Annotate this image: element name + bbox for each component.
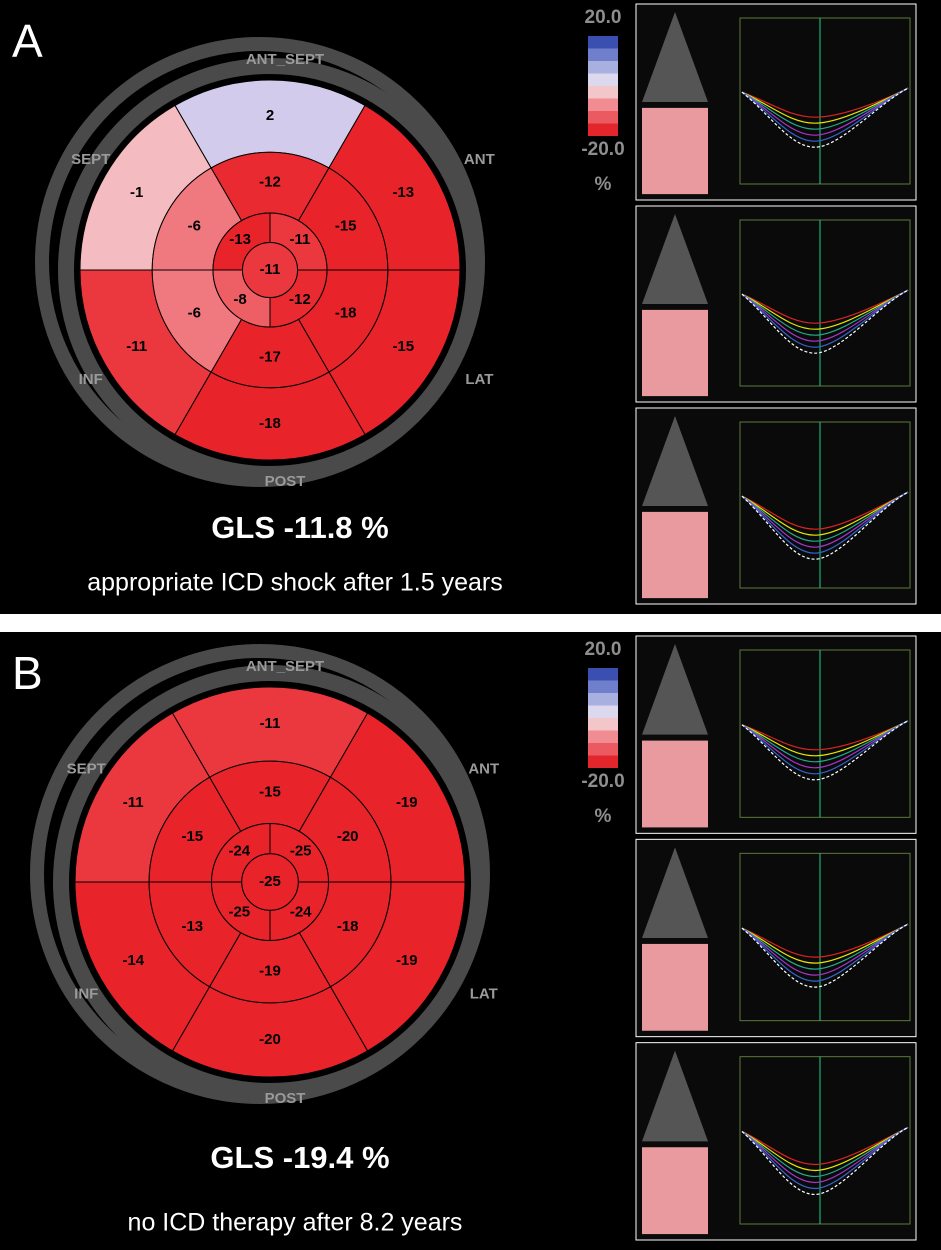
segment-value: -18: [337, 918, 359, 935]
scale-unit: %: [595, 806, 612, 827]
wall-label: LAT: [470, 985, 498, 1002]
scale-min: -20.0: [581, 139, 624, 160]
wall-label: ANT: [468, 760, 499, 777]
segment-value: -11: [123, 794, 144, 811]
segment-value: -11: [260, 261, 281, 278]
wall-label: ANT_SEPT: [246, 51, 324, 68]
segment-value: -19: [259, 963, 281, 980]
gls-value: GLS -19.4 %: [210, 1140, 389, 1175]
scale-bar: [588, 668, 618, 681]
scale-bar: [588, 706, 618, 719]
segment-value: -12: [259, 174, 281, 191]
scale-bar: [588, 49, 618, 62]
gls-value: GLS -11.8 %: [211, 510, 388, 545]
scale-min: -20.0: [581, 771, 624, 792]
scale-bar: [588, 681, 618, 694]
figure: 2-13-15-18-11-1-12-15-18-17-6-6-11-12-8-…: [0, 0, 941, 1250]
wall-label: ANT_SEPT: [246, 658, 324, 675]
caption: no ICD therapy after 8.2 years: [128, 1209, 463, 1237]
strain-map: [642, 944, 708, 1031]
segment-value: -13: [181, 918, 203, 935]
scale-max: 20.0: [585, 7, 622, 28]
scale-bar: [588, 718, 618, 731]
panel-letter: A: [12, 15, 43, 67]
segment-value: -19: [396, 794, 418, 811]
scale-bar: [588, 86, 618, 99]
wall-label: POST: [265, 1090, 306, 1107]
segment-value: -11: [260, 715, 281, 732]
segment-value: -20: [259, 1031, 281, 1048]
strain-map: [642, 741, 708, 828]
segment-value: -25: [290, 842, 312, 859]
scale-max: 20.0: [585, 639, 622, 660]
segment-value: -18: [335, 305, 357, 322]
scale-bar: [588, 731, 618, 744]
segment-value: -12: [289, 291, 311, 308]
segment-value: -6: [188, 217, 201, 234]
panel: 2-13-15-18-11-1-12-15-18-17-6-6-11-12-8-…: [0, 0, 941, 614]
scale-bar: [588, 74, 618, 87]
segment-value: -20: [337, 828, 359, 845]
scale-bar: [588, 743, 618, 756]
wall-label: LAT: [465, 371, 493, 388]
scale-bar: [588, 693, 618, 706]
segment-value: 2: [266, 107, 274, 124]
segment-value: -15: [259, 783, 281, 800]
scale-bar: [588, 61, 618, 74]
scale-bar: [588, 756, 618, 769]
segment-value: -6: [188, 305, 201, 322]
segment-value: -8: [233, 291, 246, 308]
wall-label: INF: [79, 371, 103, 388]
wall-label: INF: [74, 985, 98, 1002]
panel-letter: B: [12, 647, 43, 699]
scale-bar: [588, 124, 618, 137]
segment-value: -13: [392, 184, 414, 201]
segment-value: -13: [229, 231, 251, 248]
strain-map: [642, 512, 708, 598]
strain-map: [642, 108, 708, 194]
panel: -11-19-19-20-14-11-15-20-18-19-13-15-25-…: [0, 632, 941, 1250]
segment-value: -15: [181, 828, 203, 845]
segment-value: -19: [396, 952, 418, 969]
segment-value: -24: [228, 842, 250, 859]
scale-bar: [588, 99, 618, 112]
caption: appropriate ICD shock after 1.5 years: [87, 569, 502, 597]
segment-value: -15: [335, 217, 357, 234]
wall-label: POST: [265, 473, 306, 490]
wall-label: ANT: [464, 151, 495, 168]
segment-value: -17: [259, 348, 281, 365]
segment-value: -14: [122, 952, 144, 969]
wall-label: SEPT: [67, 760, 106, 777]
strain-map: [642, 1147, 708, 1234]
scale-unit: %: [595, 174, 612, 195]
scale-bar: [588, 111, 618, 124]
segment-value: -24: [290, 904, 312, 921]
segment-value: -11: [126, 338, 147, 355]
wall-label: SEPT: [71, 151, 110, 168]
segment-value: -15: [392, 338, 414, 355]
segment-value: -25: [228, 904, 250, 921]
segment-value: -25: [259, 873, 281, 890]
strain-map: [642, 310, 708, 396]
scale-bar: [588, 36, 618, 49]
segment-value: -1: [130, 184, 143, 201]
segment-value: -11: [289, 231, 310, 248]
segment-value: -18: [259, 415, 281, 432]
